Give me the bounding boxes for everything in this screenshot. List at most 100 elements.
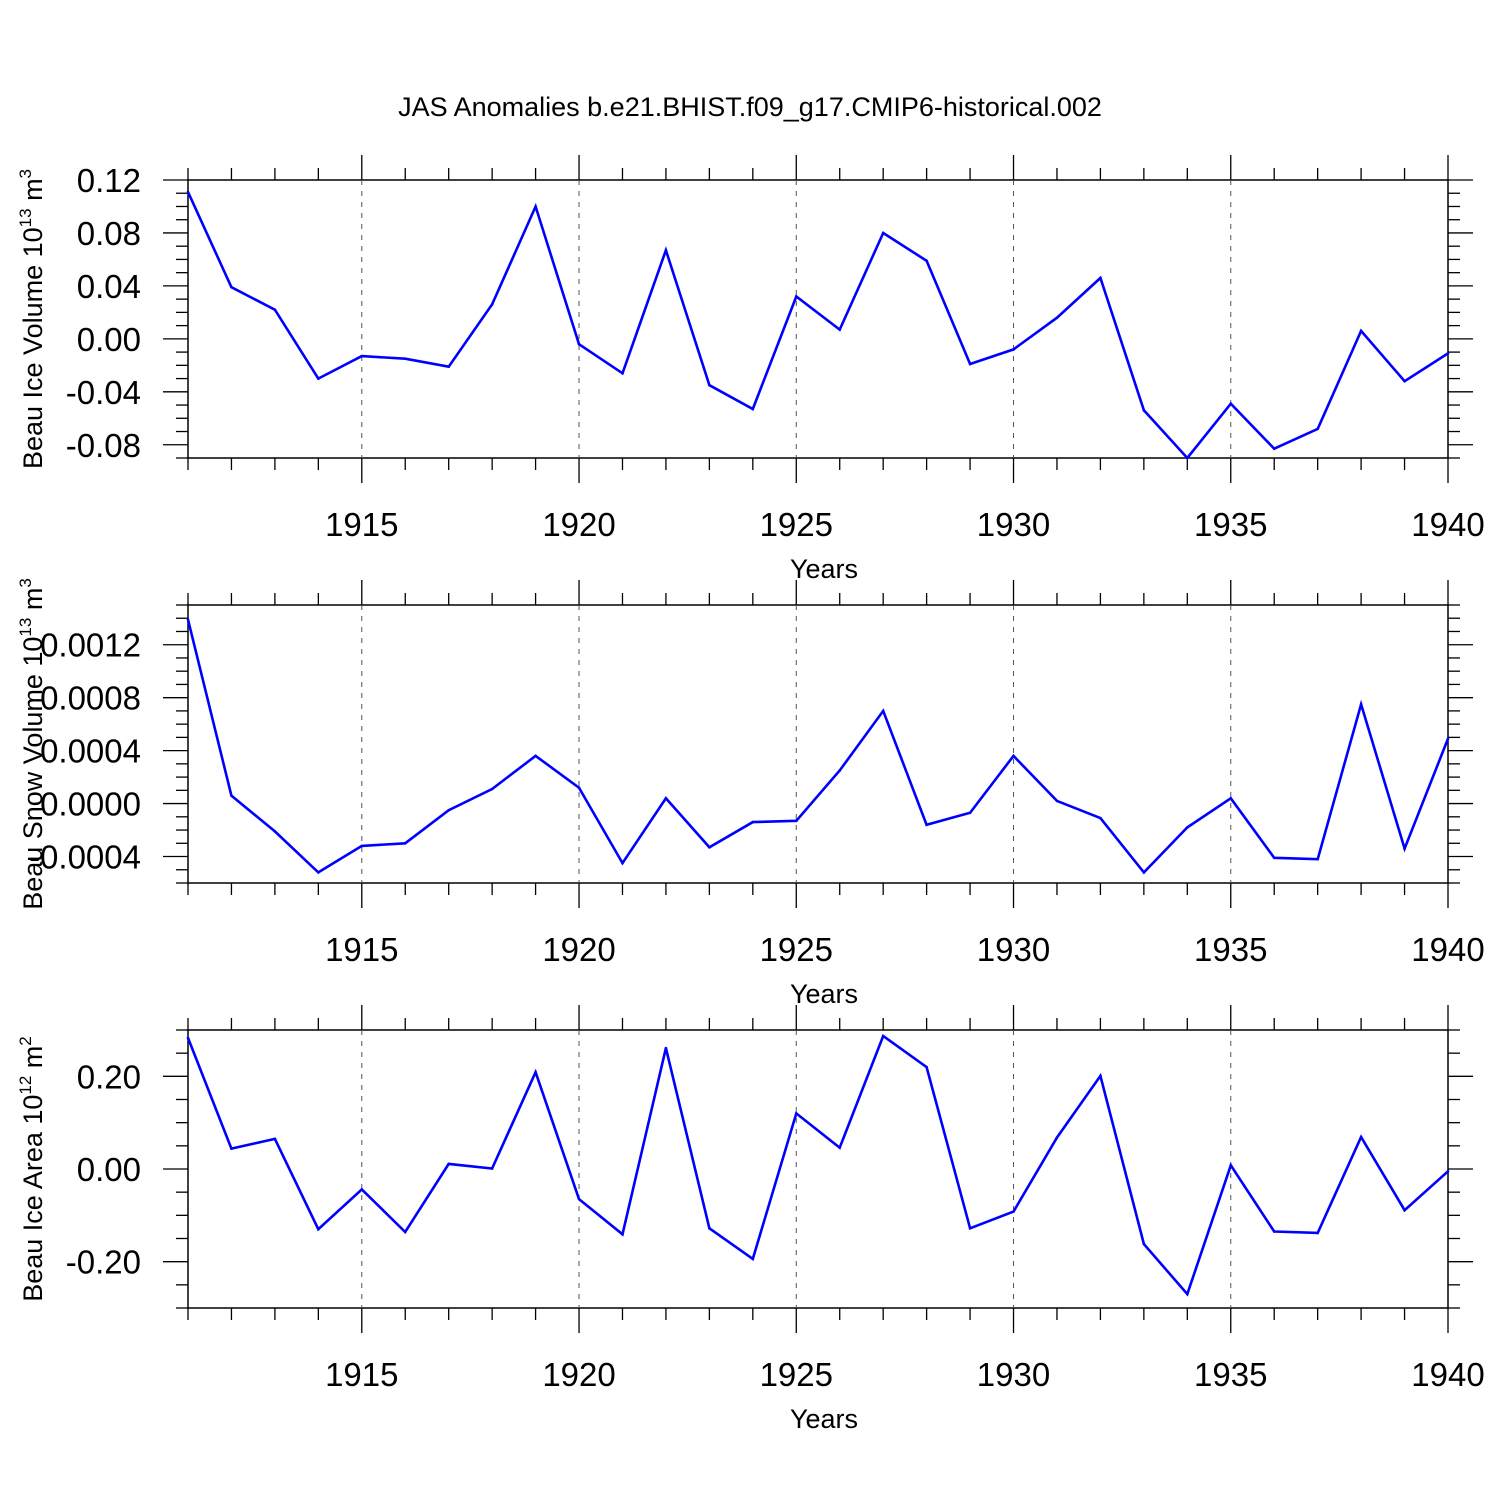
y-tick-label: 0.04 [77,268,141,305]
data-point [577,342,581,346]
data-point [360,844,364,848]
data-point [664,1046,668,1050]
y-tick-label: 0.0008 [40,680,141,717]
y-tick-label: 0.0012 [40,627,141,664]
data-point [186,618,190,621]
y-tick-label: 0.0000 [40,786,141,823]
plot-frame [187,604,1449,884]
data-point [273,308,277,312]
data-point [403,357,407,361]
data-point [1142,1242,1146,1246]
data-point [317,377,320,380]
panel-ice-volume: 1915 1920 1925 1930 1935 1940 Years 0.12 0.08 0.0… [16,155,1485,584]
x-tick-label: 1915 [325,506,398,543]
data-point [925,823,928,827]
data-point [186,1036,190,1040]
data-point [317,871,320,874]
x-tick-label: 1925 [760,931,833,968]
data-point [273,1137,277,1141]
data-point [968,1227,972,1230]
data-point [403,1230,407,1234]
x-tick-label: 1925 [760,506,833,543]
series-line [186,619,1450,875]
y-tick-label: -0.0004 [29,839,141,876]
y-tick-label: -0.08 [66,427,141,464]
data-point [1316,857,1319,861]
data-point [1099,276,1102,280]
data-point [1186,1292,1189,1296]
data-point [838,328,842,331]
panel-ice-area: 1915 1920 1925 1930 1935 1940 Years 0.20 0.00 -0.… [16,1005,1485,1434]
data-point [447,808,450,812]
x-tick-label: 1920 [542,506,615,543]
data-point [1229,796,1233,800]
data-point [881,709,885,713]
x-tick-label: 1930 [977,506,1050,543]
data-point [1403,379,1406,383]
data-point [881,231,885,235]
y-tick-label: 0.12 [77,162,141,199]
data-point [1403,847,1406,850]
data-point [794,295,798,298]
panel-snow-volume: 1915 1920 1925 1930 1935 1940 Years 0.0012 0.000… [16,578,1485,1009]
x-tick-label: 1915 [325,1356,398,1393]
data-point [1316,427,1319,431]
y-tick-label: 0.00 [77,321,141,358]
plot-frame [187,179,1449,459]
y-tick-label: 0.00 [77,1151,141,1188]
series-line [186,191,1449,461]
data-point [1186,456,1189,460]
data-point [1186,826,1189,829]
data-point [1272,447,1276,451]
data-point [1142,409,1146,412]
x-tick-label: 1940 [1411,1356,1484,1393]
data-point [708,383,711,387]
data-point [317,1227,320,1231]
data-point [577,1197,581,1201]
data-point [1012,348,1015,351]
data-point [881,1034,885,1038]
data-point [621,1233,624,1236]
data-point [925,1065,928,1069]
plot-frame [187,1029,1449,1309]
data-point [230,1147,233,1150]
x-tick-label: 1925 [760,1356,833,1393]
x-tick-label: 1930 [977,931,1050,968]
data-point [1446,352,1450,355]
data-point [1316,1231,1319,1235]
data-point [230,794,233,797]
data-point [447,365,450,368]
data-point [1055,799,1059,803]
data-point [664,796,668,800]
series-line [186,1033,1449,1297]
data-point [577,786,581,789]
y-tick-label: 0.20 [77,1058,141,1095]
x-tick-label: 1940 [1411,506,1484,543]
data-point [1359,1135,1363,1139]
data-point [794,819,798,823]
y-axis-label: Beau Snow Volume 1013 m3 [16,578,48,910]
data-point [751,407,755,411]
data-point [1359,329,1363,333]
data-point [1272,856,1276,860]
data-point [708,1227,711,1230]
x-tick-label: 1920 [542,931,615,968]
data-point [273,830,277,833]
data-point [490,303,494,306]
data-point [490,1167,494,1170]
x-axis-label: Years [790,554,858,584]
data-point [534,754,537,758]
data-point [360,1188,364,1191]
data-point [1403,1208,1406,1212]
chart-title: JAS Anomalies b.e21.BHIST.f09_g17.CMIP6-… [398,92,1102,122]
data-point [838,1146,842,1149]
data-point [360,354,364,358]
y-tick-label: 0.0004 [40,733,141,770]
data-point [968,362,972,366]
y-axis-label: Beau Ice Area 1012 m2 [16,1036,48,1302]
data-point [751,1257,755,1261]
data-point [1229,1163,1233,1167]
x-tick-label: 1930 [977,1356,1050,1393]
data-point [621,371,624,375]
y-tick-label: -0.04 [66,374,141,411]
